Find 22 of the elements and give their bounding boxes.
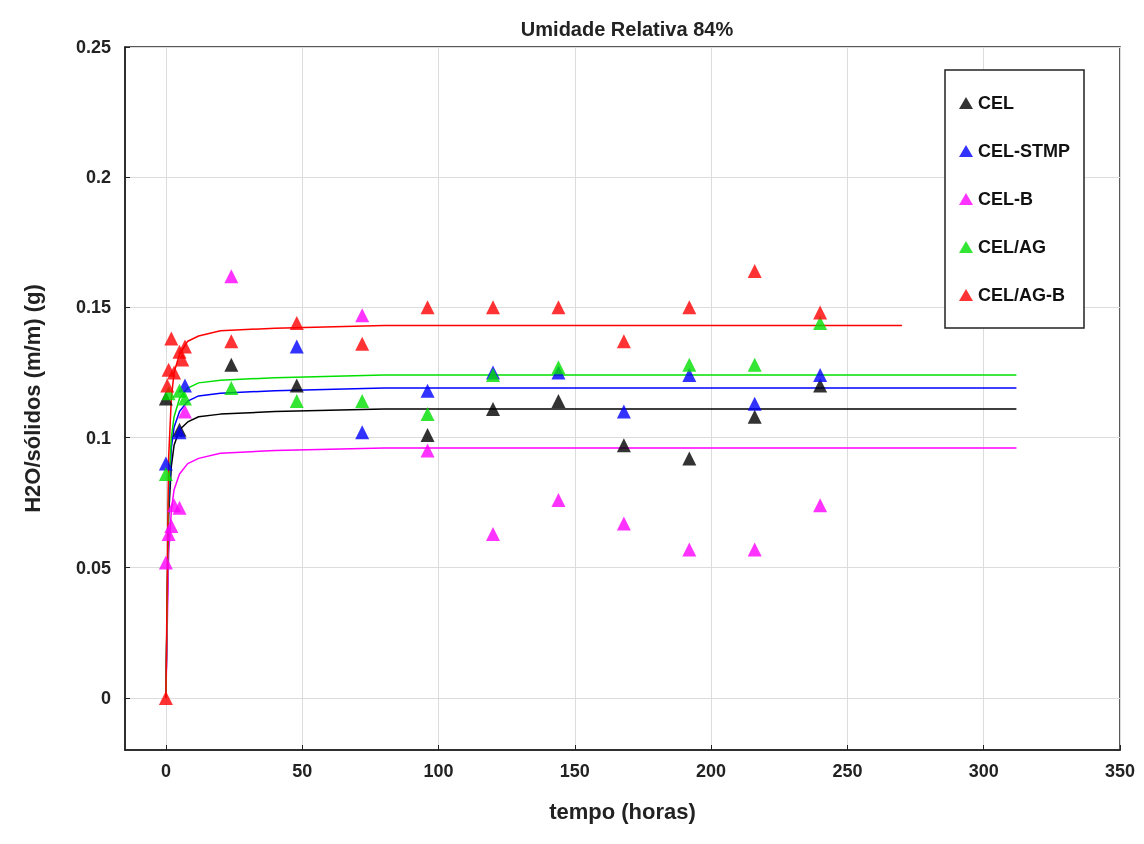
- legend-label: CEL/AG-B: [978, 285, 1065, 305]
- x-tick-label: 350: [1104, 761, 1136, 781]
- y-tick-label: 0.05: [75, 557, 111, 578]
- legend-label: CEL: [978, 93, 1015, 113]
- y-tick-label: 0.2: [85, 167, 111, 188]
- x-tick-label: 200: [696, 761, 727, 781]
- x-tick-label: 150: [559, 761, 590, 781]
- legend-label: CEL-STMP: [978, 141, 1070, 161]
- y-axis-title: H2O/sólidos (m/m) (g): [19, 284, 45, 513]
- y-tick-label: 0: [100, 687, 111, 708]
- x-tick-label: 0: [160, 761, 171, 781]
- x-tick-label: 50: [292, 761, 313, 781]
- x-tick-label: 300: [968, 761, 999, 781]
- x-tick-label: 250: [832, 761, 863, 781]
- chart-title: Umidade Relativa 84%: [520, 18, 734, 40]
- y-tick-label: 0.25: [75, 37, 111, 57]
- y-tick-label: 0.1: [85, 427, 111, 448]
- legend-label: CEL/AG: [978, 237, 1047, 257]
- legend-label: CEL-B: [978, 189, 1033, 209]
- y-tick-label: 0.15: [75, 297, 111, 318]
- x-axis-title: tempo (horas): [549, 798, 696, 824]
- x-tick-label: 100: [423, 761, 454, 781]
